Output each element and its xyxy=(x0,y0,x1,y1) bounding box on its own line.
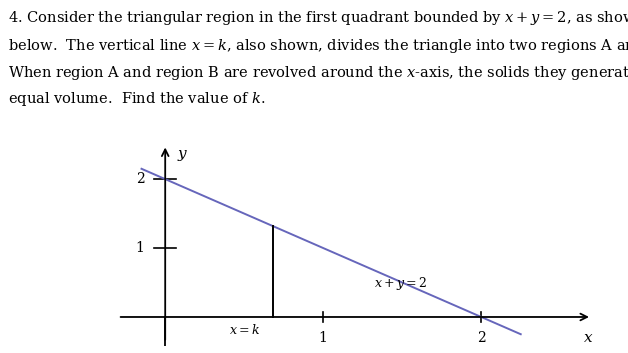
Text: When region A and region B are revolved around the $x$-axis, the solids they gen: When region A and region B are revolved … xyxy=(8,64,628,82)
Text: 4. Consider the triangular region in the first quadrant bounded by $x+y=2$, as s: 4. Consider the triangular region in the… xyxy=(8,9,628,27)
Text: below.  The vertical line $x=k$, also shown, divides the triangle into two regio: below. The vertical line $x=k$, also sho… xyxy=(8,37,628,55)
Text: x: x xyxy=(585,331,593,345)
Text: $x+y=2$: $x+y=2$ xyxy=(374,275,427,292)
Text: 2: 2 xyxy=(136,172,144,186)
Text: equal volume.  Find the value of $k$.: equal volume. Find the value of $k$. xyxy=(8,90,265,108)
Text: 1: 1 xyxy=(136,241,144,255)
Text: $x=k$: $x=k$ xyxy=(229,323,260,336)
Text: y: y xyxy=(178,147,187,161)
Text: 2: 2 xyxy=(477,331,485,345)
Text: 1: 1 xyxy=(319,331,328,345)
